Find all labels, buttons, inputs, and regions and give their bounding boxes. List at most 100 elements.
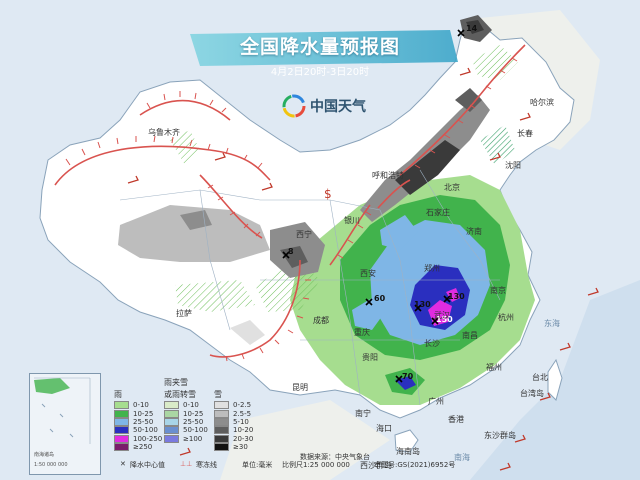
place-chongqing: 重庆 bbox=[354, 328, 370, 337]
place-hohhot: 呼和浩特 bbox=[372, 171, 404, 180]
place-hainan: 海南岛 bbox=[396, 447, 420, 456]
legend-snow-label: 20-30 bbox=[233, 434, 254, 443]
page-title: 全国降水量预报图 bbox=[239, 36, 400, 58]
place-east-sea: 东海 bbox=[544, 319, 560, 328]
legend-rain-label: 0-10 bbox=[133, 401, 149, 410]
precip-25-50 bbox=[380, 215, 418, 250]
legend-snow-label: 10-20 bbox=[233, 426, 254, 435]
legend-sleet-title2: 或雨转雪 bbox=[164, 390, 196, 399]
precip-25-50 bbox=[352, 298, 385, 330]
footer-x-mark: ✕ bbox=[120, 460, 126, 468]
legend-rain-label: 10-25 bbox=[133, 409, 154, 418]
place-taiwan: 台湾岛 bbox=[520, 389, 544, 398]
place-zhengzhou: 郑州 bbox=[424, 264, 440, 273]
precip-center-x-icon bbox=[282, 29, 465, 383]
place-nanning: 南宁 bbox=[355, 409, 371, 418]
place-guangzhou: 广州 bbox=[428, 397, 444, 406]
legend-rain-swatch bbox=[114, 401, 129, 410]
place-jinan: 济南 bbox=[466, 227, 482, 236]
legend-sleet-swatch bbox=[164, 426, 179, 435]
place-xining: 西宁 bbox=[296, 230, 312, 239]
footer-gale-mark: ⊥⊥ bbox=[180, 460, 193, 468]
title-banner bbox=[190, 30, 458, 66]
inset-caption: 南海诸岛 bbox=[34, 452, 55, 458]
sea-region bbox=[470, 280, 640, 480]
legend-snow-swatch bbox=[214, 426, 229, 435]
front-symbol: $ bbox=[324, 187, 332, 201]
legend-rain-swatch bbox=[114, 434, 129, 443]
legend-rain-row: 25-50 bbox=[114, 417, 162, 426]
legend-sleet-title: 雨夹雪 bbox=[164, 378, 188, 387]
precip-50-100 bbox=[410, 265, 470, 330]
place-fuzhou: 福州 bbox=[486, 363, 502, 372]
page-subtitle: 4月2日20时-3日20时 bbox=[270, 67, 370, 78]
legend-sleet-row: 25-50 bbox=[164, 417, 208, 426]
footer: ✕ 降水中心值 ⊥⊥ 寒冻线 单位:毫米 比例尺1:25 000 000 审图号… bbox=[120, 460, 600, 476]
legend-snow-row: 2.5-5 bbox=[214, 409, 253, 418]
province-borders bbox=[119, 169, 501, 406]
center-value: 130 bbox=[414, 300, 431, 309]
center-value: 8 bbox=[288, 247, 294, 256]
center-value: 60 bbox=[374, 294, 386, 303]
legend-rain-label: 100-250 bbox=[133, 434, 163, 443]
legend-rain-row: 0-10 bbox=[114, 401, 162, 410]
center-value: 70 bbox=[402, 372, 414, 381]
place-shenyang: 沈阳 bbox=[505, 161, 521, 170]
place-dongsha: 东沙群岛 bbox=[484, 431, 516, 440]
legend-rain-swatch bbox=[114, 417, 129, 426]
legend-snow: 雪 0-2.5 2.5-5 5-10 10-20 20-30 ≥30 bbox=[214, 389, 254, 452]
place-yinchuan: 银川 bbox=[344, 216, 360, 225]
legend-snow-row: ≥30 bbox=[214, 443, 253, 452]
center-value: 130 bbox=[448, 292, 465, 301]
legend-sleet-row: 50-100 bbox=[164, 426, 208, 435]
legend-rain-label: 50-100 bbox=[133, 426, 158, 435]
header: 全国降水量预报图 4月2日20时-3日20时 bbox=[200, 30, 440, 86]
south-sea-inset: 南海诸岛 1:50 000 000 bbox=[29, 373, 101, 475]
place-haikou: 海口 bbox=[376, 424, 392, 433]
place-wuhan: 武汉 bbox=[434, 311, 450, 320]
place-hongkong: 香港 bbox=[448, 415, 464, 424]
legend-snow-label: ≥30 bbox=[233, 443, 248, 452]
logo-text: 中国天气 bbox=[310, 99, 366, 115]
rainbow-swirl-icon bbox=[282, 94, 306, 118]
footer-unit: 单位:毫米 bbox=[242, 461, 273, 469]
legend-rain-swatch bbox=[114, 426, 129, 435]
legend-rain-row: 10-25 bbox=[114, 409, 162, 418]
legend-sleet-swatch bbox=[164, 409, 179, 418]
legend-snow-title: 雪 bbox=[214, 390, 222, 399]
legend-sleet-label: 50-100 bbox=[183, 426, 208, 435]
gale-lines bbox=[54, 44, 526, 358]
legend-sleet-row: 0-10 bbox=[164, 401, 208, 410]
place-guiyang: 贵阳 bbox=[362, 353, 378, 362]
place-urumqi: 乌鲁木齐 bbox=[148, 128, 180, 137]
legend-rain-row: ≥250 bbox=[114, 443, 162, 452]
place-xisha: 西沙群岛 bbox=[360, 461, 392, 470]
place-lhasa: 拉萨 bbox=[176, 309, 192, 318]
center-value: 150 bbox=[436, 315, 453, 324]
snow-20-30 bbox=[395, 140, 460, 195]
place-nanchang: 南昌 bbox=[462, 331, 478, 340]
legend-snow-swatch bbox=[214, 443, 229, 452]
taiwan-island bbox=[547, 358, 563, 401]
legend-sleet-label: 0-10 bbox=[183, 401, 199, 410]
legend-rain-row: 50-100 bbox=[114, 426, 162, 435]
legend-rain-label: ≥250 bbox=[133, 443, 153, 452]
center-value: 14 bbox=[466, 24, 478, 33]
inset-scale: 1:50 000 000 bbox=[34, 462, 68, 468]
snow-10-20 bbox=[280, 246, 308, 268]
snow-5-10 bbox=[180, 210, 212, 230]
legend-snow-row: 5-10 bbox=[214, 417, 253, 426]
legend-snow-swatch bbox=[214, 417, 229, 426]
legend-sleet-row: 10-25 bbox=[164, 409, 208, 418]
footer-gale-label: 寒冻线 bbox=[196, 461, 217, 469]
place-kunming: 昆明 bbox=[292, 383, 308, 392]
legend-sleet-swatch bbox=[164, 401, 179, 410]
place-beijing: 北京 bbox=[444, 183, 460, 192]
legend-sleet-label: 25-50 bbox=[183, 417, 204, 426]
legend-sleet-label: 10-25 bbox=[183, 409, 204, 418]
place-nanjing: 南京 bbox=[490, 286, 506, 295]
legend-rain-swatch bbox=[114, 409, 129, 418]
gale-ticks bbox=[65, 57, 518, 362]
place-south-sea: 南海 bbox=[454, 453, 470, 462]
